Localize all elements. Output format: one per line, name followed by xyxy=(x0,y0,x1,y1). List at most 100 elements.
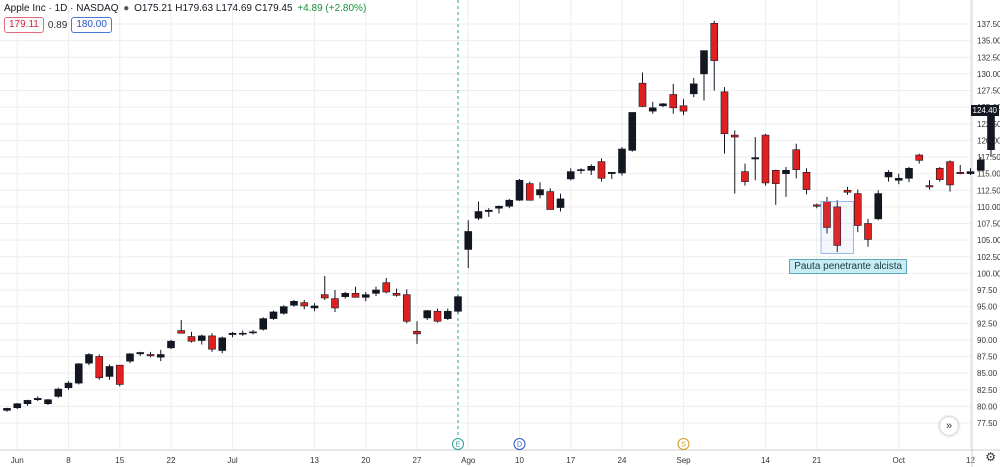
event-marker-d[interactable] xyxy=(513,438,526,450)
candle-body[interactable] xyxy=(874,193,883,220)
candle-body[interactable] xyxy=(720,91,729,135)
candle-body[interactable] xyxy=(669,94,678,109)
candle-body[interactable] xyxy=(23,400,32,405)
candle-body[interactable] xyxy=(833,206,842,246)
candle-body[interactable] xyxy=(536,189,544,196)
candle-body[interactable] xyxy=(126,353,134,362)
candle-body[interactable] xyxy=(402,294,411,322)
candle-body[interactable] xyxy=(710,23,719,61)
candle-body[interactable] xyxy=(331,298,339,309)
candle-body[interactable] xyxy=(628,112,637,151)
candle-body[interactable] xyxy=(85,354,93,364)
candle-body[interactable] xyxy=(156,354,165,358)
candle-body[interactable] xyxy=(935,168,944,180)
candle-body[interactable] xyxy=(976,160,985,171)
candle-body[interactable] xyxy=(741,171,749,182)
candle-body[interactable] xyxy=(433,310,442,322)
candle-body[interactable] xyxy=(505,199,514,207)
candle-body[interactable] xyxy=(167,340,175,349)
candle-body[interactable] xyxy=(187,336,196,342)
candle-body[interactable] xyxy=(44,399,52,405)
candle-body[interactable] xyxy=(64,382,73,389)
candle-body[interactable] xyxy=(33,398,42,401)
event-marker-e[interactable] xyxy=(452,438,464,450)
candle-body[interactable] xyxy=(74,363,83,384)
candle-body[interactable] xyxy=(782,170,790,174)
candle-body[interactable] xyxy=(320,294,329,299)
candle-body[interactable] xyxy=(249,331,257,334)
buy-price-box[interactable]: 180.00 xyxy=(71,17,112,33)
candle-body[interactable] xyxy=(546,191,555,210)
candle-body[interactable] xyxy=(474,211,483,219)
candle-body[interactable] xyxy=(300,302,309,307)
candle-body[interactable] xyxy=(269,311,278,319)
candle-body[interactable] xyxy=(525,183,534,201)
candle-body[interactable] xyxy=(290,301,298,306)
candle-body[interactable] xyxy=(956,171,965,174)
candle-body[interactable] xyxy=(864,223,872,240)
candle-body[interactable] xyxy=(351,293,360,298)
candle-body[interactable] xyxy=(413,330,421,335)
candle-body[interactable] xyxy=(792,149,801,170)
candle-body[interactable] xyxy=(423,310,432,319)
candle-body[interactable] xyxy=(382,282,391,293)
candle-body[interactable] xyxy=(177,330,186,334)
candle-body[interactable] xyxy=(812,204,821,207)
candle-body[interactable] xyxy=(915,154,924,161)
event-marker-s[interactable] xyxy=(677,438,690,450)
candle-body[interactable] xyxy=(618,148,626,174)
candle-body[interactable] xyxy=(310,305,319,309)
candle-body[interactable] xyxy=(115,364,124,385)
candle-body[interactable] xyxy=(279,306,288,314)
candle-body[interactable] xyxy=(464,231,473,250)
candle-body[interactable] xyxy=(771,170,780,184)
candle-body[interactable] xyxy=(577,169,585,171)
candle-body[interactable] xyxy=(259,318,268,330)
sell-price-box[interactable]: 179.11 xyxy=(4,17,44,33)
candle-body[interactable] xyxy=(515,179,524,201)
candle-body[interactable] xyxy=(566,171,575,180)
candle-body[interactable] xyxy=(228,332,237,335)
candle-body[interactable] xyxy=(197,335,206,341)
candle-body[interactable] xyxy=(495,205,503,209)
candle-body[interactable] xyxy=(659,103,667,107)
candle-body[interactable] xyxy=(843,189,852,193)
candle-body[interactable] xyxy=(341,293,350,297)
candle-body[interactable] xyxy=(146,354,155,357)
candle-body[interactable] xyxy=(95,356,104,379)
candle-body[interactable] xyxy=(443,310,452,319)
candle-body[interactable] xyxy=(556,198,565,208)
candle-body[interactable] xyxy=(587,166,596,171)
candle-body[interactable] xyxy=(3,408,11,411)
candle-body[interactable] xyxy=(946,161,954,186)
gear-icon[interactable]: ⚙ xyxy=(985,450,996,464)
candle-body[interactable] xyxy=(54,388,63,397)
candle-body[interactable] xyxy=(597,161,606,179)
candle-body[interactable] xyxy=(730,134,739,138)
candle-body[interactable] xyxy=(454,296,462,312)
candle-body[interactable] xyxy=(679,105,688,112)
candle-body[interactable] xyxy=(484,209,493,212)
candle-body[interactable] xyxy=(966,171,975,174)
candle-body[interactable] xyxy=(853,193,862,226)
candle-body[interactable] xyxy=(648,107,657,112)
candle-body[interactable] xyxy=(925,185,934,188)
candle-body[interactable] xyxy=(751,157,760,160)
candle-body[interactable] xyxy=(700,50,708,75)
candle-body[interactable] xyxy=(638,82,647,107)
candle-body[interactable] xyxy=(607,171,616,174)
scroll-to-realtime-button[interactable]: » xyxy=(940,417,958,435)
candle-body[interactable] xyxy=(218,337,227,351)
candle-body[interactable] xyxy=(802,171,811,190)
candle-body[interactable] xyxy=(361,294,370,298)
candle-body[interactable] xyxy=(884,171,893,178)
candle-body[interactable] xyxy=(392,293,401,296)
candle-body[interactable] xyxy=(208,335,216,350)
candle-body[interactable] xyxy=(894,177,903,181)
candle-body[interactable] xyxy=(105,366,114,377)
candle-body[interactable] xyxy=(761,134,770,184)
candle-body[interactable] xyxy=(238,332,247,335)
candle-body[interactable] xyxy=(987,110,995,150)
candle-body[interactable] xyxy=(136,352,145,355)
